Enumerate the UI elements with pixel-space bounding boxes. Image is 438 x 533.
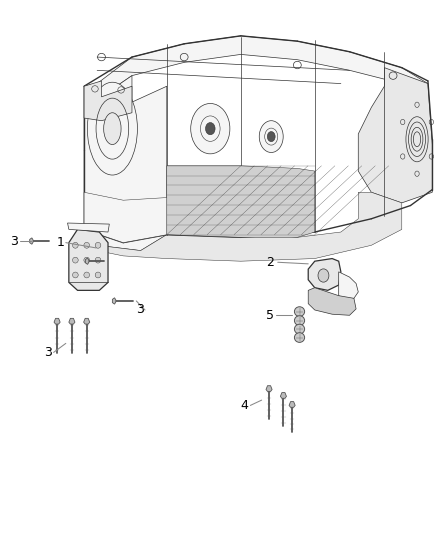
Ellipse shape xyxy=(104,113,121,144)
Ellipse shape xyxy=(87,82,138,175)
Polygon shape xyxy=(97,36,428,100)
Polygon shape xyxy=(113,298,116,304)
Polygon shape xyxy=(97,192,402,261)
Ellipse shape xyxy=(267,132,275,142)
Polygon shape xyxy=(67,223,110,232)
Text: 3: 3 xyxy=(44,346,52,359)
Ellipse shape xyxy=(259,120,283,152)
Ellipse shape xyxy=(294,316,304,326)
Ellipse shape xyxy=(95,243,101,248)
Polygon shape xyxy=(85,258,89,264)
Ellipse shape xyxy=(73,257,78,263)
Ellipse shape xyxy=(294,324,304,334)
Ellipse shape xyxy=(191,103,230,154)
Polygon shape xyxy=(69,229,108,290)
Ellipse shape xyxy=(95,272,101,278)
Ellipse shape xyxy=(294,333,304,342)
Text: 1: 1 xyxy=(56,236,64,249)
Ellipse shape xyxy=(73,243,78,248)
Text: 3: 3 xyxy=(10,235,18,247)
Polygon shape xyxy=(266,386,272,391)
Polygon shape xyxy=(308,288,356,316)
Text: 3: 3 xyxy=(136,303,144,317)
Ellipse shape xyxy=(84,243,89,248)
Polygon shape xyxy=(339,272,358,300)
Ellipse shape xyxy=(205,123,215,135)
Ellipse shape xyxy=(318,269,329,282)
Polygon shape xyxy=(84,76,167,251)
Ellipse shape xyxy=(84,272,89,278)
Text: 5: 5 xyxy=(266,309,274,322)
Polygon shape xyxy=(167,166,315,237)
Polygon shape xyxy=(280,393,286,398)
Ellipse shape xyxy=(84,257,89,263)
Polygon shape xyxy=(358,68,432,203)
Text: 4: 4 xyxy=(240,399,248,412)
Text: 2: 2 xyxy=(266,256,274,269)
Polygon shape xyxy=(84,318,90,324)
Polygon shape xyxy=(308,259,341,290)
Ellipse shape xyxy=(73,272,78,278)
Polygon shape xyxy=(289,401,295,407)
Polygon shape xyxy=(69,318,75,324)
Polygon shape xyxy=(54,318,60,324)
Ellipse shape xyxy=(294,307,304,317)
Polygon shape xyxy=(84,81,132,120)
Ellipse shape xyxy=(95,257,101,263)
Polygon shape xyxy=(84,192,167,243)
Polygon shape xyxy=(30,238,33,244)
